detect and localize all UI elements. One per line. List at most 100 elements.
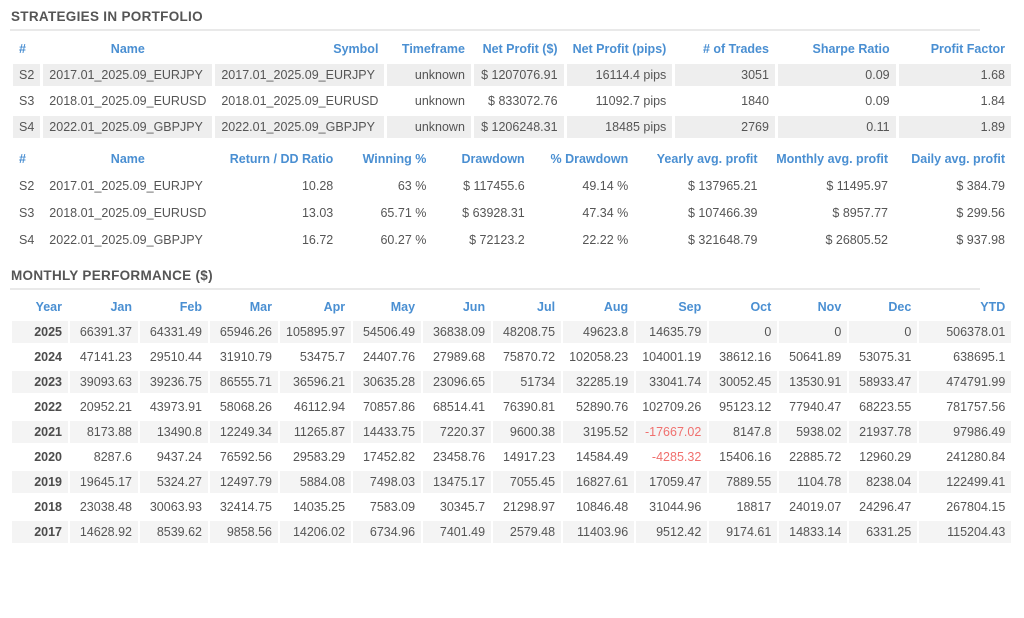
table-cell: 506378.01	[919, 321, 1012, 343]
table-cell: 0.09	[777, 64, 896, 86]
table-cell: unknown	[414, 94, 465, 108]
table-cell: 7498.03	[353, 471, 422, 493]
table-cell: 14206.02	[280, 521, 352, 543]
table-cell: $ 8957.77	[832, 206, 888, 220]
table-cell: 9174.61	[709, 521, 778, 543]
table-row: 2021 8173.88 13490.8 12249.34 11265.87 14433.…	[12, 421, 1012, 443]
table-cell: 7401.49	[423, 521, 492, 543]
table-cell: 8287.6	[93, 450, 132, 464]
year-cell: 2019	[12, 471, 68, 493]
column-header: Yearly avg. profit	[656, 152, 758, 166]
table-cell: 474791.99	[919, 371, 1012, 393]
table-cell: -4285.32	[651, 450, 702, 464]
table-cell: 22885.72	[789, 450, 842, 464]
table-cell: 76390.81	[502, 400, 556, 414]
table-cell: 102709.26	[642, 400, 702, 414]
table-cell: 53475.7	[299, 350, 346, 364]
table-cell: 7055.45	[493, 471, 562, 493]
table-cell: 2022.01_2025.09_GBPJPY	[215, 116, 385, 138]
table-cell: 30063.93	[149, 500, 202, 514]
table-cell: 9600.38	[493, 421, 562, 443]
table-cell: 2018.01_2025.09_EURUSD	[49, 206, 207, 220]
table-cell: 7220.37	[423, 421, 492, 443]
strategy-stats-table: # Name Return / DD Ratio Winning % Drawdown%…	[10, 142, 1014, 256]
table-cell: 0	[709, 321, 778, 343]
header-row: # Name Return / DD Ratio Winning % Drawdown%…	[13, 147, 1011, 170]
table-cell: 0	[849, 321, 918, 343]
table-cell: 50641.89	[789, 350, 842, 364]
table-cell: 2579.48	[493, 521, 562, 543]
table-row: 2022 20952.21 43973.91 58068.26 46112.94 7085…	[12, 396, 1011, 418]
table-cell: 16114.4 pips	[566, 64, 673, 86]
table-cell: 30345.7	[439, 500, 486, 514]
table-cell: $ 117455.6	[463, 179, 525, 193]
table-cell: -17667.02	[636, 421, 708, 443]
table-cell: 2017.01_2025.09_EURJPY	[49, 179, 203, 193]
table-cell: 267804.15	[946, 500, 1006, 514]
table-cell: $ 833072.76	[488, 94, 558, 108]
table-cell: S3	[19, 206, 35, 220]
column-header: Return / DD Ratio	[229, 152, 334, 166]
column-header: Timeframe	[401, 42, 465, 56]
table-cell: 15406.16	[719, 450, 772, 464]
stats-table-head: # Name Return / DD Ratio Winning % Drawdown%…	[13, 147, 1011, 170]
column-header: Daily avg. profit	[911, 152, 1005, 166]
table-cell: S4	[19, 233, 35, 247]
monthly-performance-table: Year Jan Feb Mar Apr May Jun Jul Aug Sep Oct Nov Dec…	[10, 292, 1013, 546]
table-cell: 53075.31	[859, 350, 912, 364]
table-cell: 0.11	[777, 116, 896, 138]
table-cell: $ 26805.52	[825, 233, 888, 247]
table-cell: 14433.75	[353, 421, 422, 443]
table-row: S4 2022.01_2025.09_GBPJPY 2022.01_2025.09_…	[13, 116, 1011, 138]
table-cell: 58068.26	[219, 400, 272, 414]
table-row: S3 2018.01_2025.09_EURUSD 13.03 65.71 % $ 63…	[13, 202, 1011, 224]
table-cell: 13.03	[301, 206, 334, 220]
column-header: Apr	[323, 300, 346, 314]
column-header: May	[390, 300, 416, 314]
column-header: Monthly avg. profit	[776, 152, 888, 166]
year-cell: 2025	[12, 321, 68, 343]
table-cell: S2	[13, 64, 41, 86]
table-cell: 24407.76	[362, 350, 416, 364]
table-cell: 47.34 %	[582, 206, 629, 220]
table-cell: 21298.97	[502, 500, 556, 514]
table-cell: 51734	[493, 371, 562, 393]
table-cell: 27989.68	[432, 350, 486, 364]
table-cell: 86555.71	[210, 371, 278, 393]
monthly-section-title: MONTHLY PERFORMANCE ($)	[11, 268, 213, 283]
table-cell: 12249.34	[210, 421, 278, 443]
table-cell: 19645.17	[70, 471, 138, 493]
table-cell: 48208.75	[493, 321, 562, 343]
table-cell: 8173.88	[70, 421, 138, 443]
table-cell: 105895.97	[280, 321, 352, 343]
table-cell: 781757.56	[946, 400, 1006, 414]
column-header: Jan	[110, 300, 132, 314]
table-cell: 14628.92	[70, 521, 138, 543]
table-cell: 20952.21	[79, 400, 132, 414]
table-row: S4 2022.01_2025.09_GBPJPY 16.72 60.27 % $ 72…	[13, 229, 1011, 251]
column-header: #	[19, 42, 26, 56]
table-cell: 122499.41	[919, 471, 1012, 493]
column-header: Drawdown	[461, 152, 525, 166]
strategies-section-title: STRATEGIES IN PORTFOLIO	[11, 9, 203, 24]
table-cell: 30635.28	[353, 371, 422, 393]
year-cell: 2021	[12, 421, 68, 443]
column-header: YTD	[980, 300, 1006, 314]
table-cell: 8238.04	[849, 471, 918, 493]
table-row: 2024 47141.23 29510.44 31910.79 53475.7 24407…	[12, 346, 1011, 368]
table-cell: 13530.91	[779, 371, 848, 393]
table-cell: 241280.84	[946, 450, 1006, 464]
table-cell: 2022.01_2025.09_GBPJPY	[43, 116, 213, 138]
table-cell: $ 1206248.31	[473, 116, 564, 138]
table-cell: 14035.25	[292, 500, 346, 514]
table-cell: 1104.78	[779, 471, 848, 493]
table-cell: $ 321648.79	[687, 233, 758, 247]
table-cell: 30052.45	[709, 371, 778, 393]
table-cell: 33041.74	[636, 371, 708, 393]
table-row: S3 2018.01_2025.09_EURUSD 2018.01_2025.09_…	[13, 90, 1011, 112]
section-divider	[10, 288, 980, 290]
strategies-table: # Name Symbol Timeframe Net Profit ($) Net Pr…	[10, 33, 1014, 142]
table-cell: 104001.19	[642, 350, 702, 364]
table-cell: $ 11495.97	[826, 179, 888, 193]
table-cell: 70857.86	[362, 400, 416, 414]
